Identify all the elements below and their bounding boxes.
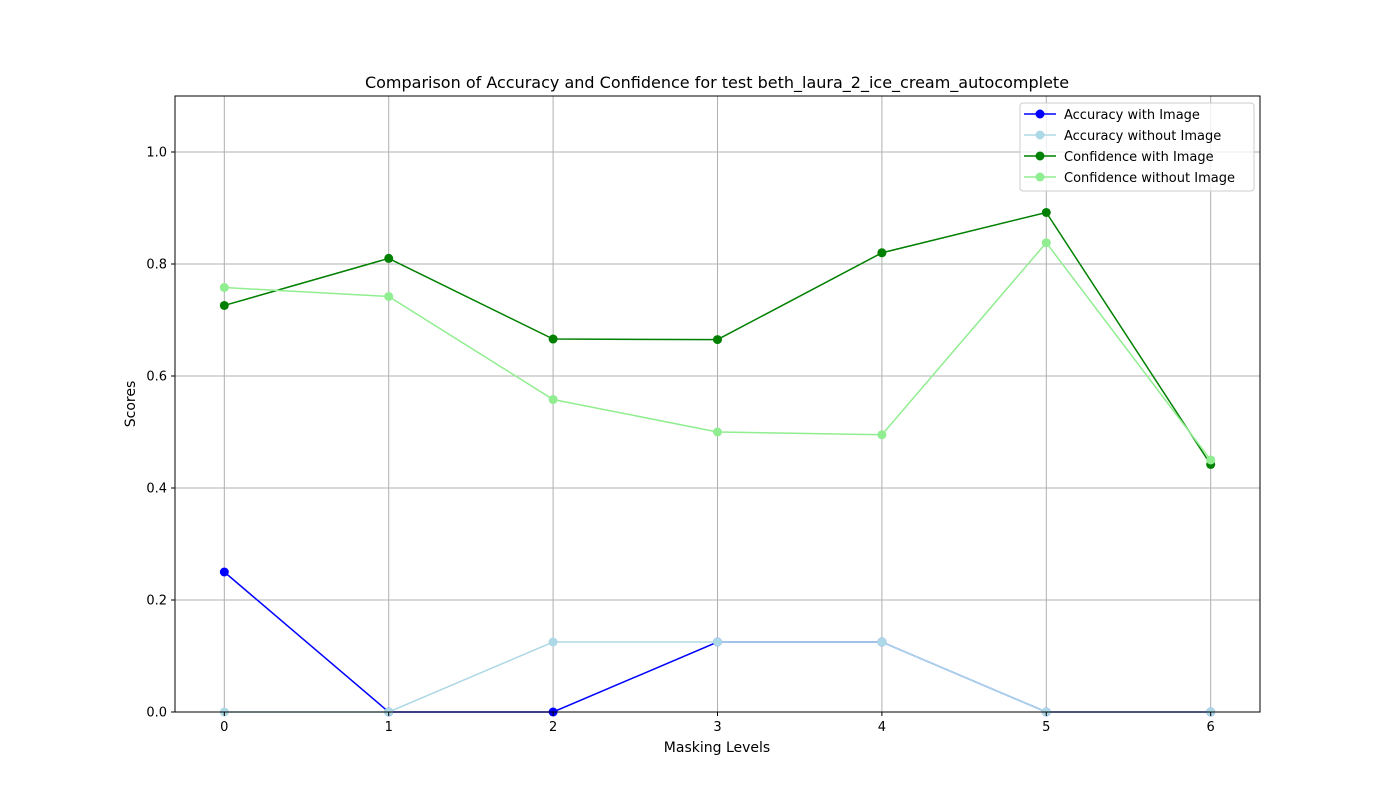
- legend-entry: Confidence without Image: [1024, 171, 1235, 186]
- legend: Accuracy with Image Accuracy without Imag…: [1019, 102, 1255, 192]
- data-point: [1206, 455, 1216, 465]
- y-tick-label: 0.4: [146, 482, 167, 497]
- y-tick-label: 0.8: [146, 258, 167, 273]
- data-point: [1041, 207, 1051, 217]
- x-tick-label: 5: [1042, 720, 1050, 735]
- data-point: [219, 300, 229, 310]
- data-point: [384, 253, 394, 263]
- legend-marker-swatch: [1035, 172, 1045, 182]
- legend-entry: Accuracy without Image: [1024, 129, 1221, 144]
- x-tick-label: 0: [220, 720, 228, 735]
- legend-label: Confidence without Image: [1064, 171, 1235, 186]
- legend-marker-swatch: [1035, 109, 1045, 119]
- x-tick-label: 1: [385, 720, 393, 735]
- series-confidence-without-image: [219, 238, 1216, 465]
- legend-marker-swatch: [1035, 151, 1045, 161]
- data-point: [713, 427, 722, 437]
- x-tick-label: 2: [549, 720, 557, 735]
- y-tick-label: 0.2: [146, 594, 167, 609]
- data-point: [1041, 238, 1051, 248]
- legend-label: Accuracy without Image: [1064, 129, 1221, 144]
- data-point: [877, 430, 887, 440]
- data-point: [713, 335, 722, 345]
- y-tick-label: 0.6: [146, 370, 167, 385]
- legend-marker-swatch: [1035, 130, 1045, 140]
- series-confidence-with-image: [219, 207, 1216, 469]
- legend-box: [1019, 102, 1255, 192]
- legend-label: Confidence with Image: [1064, 150, 1214, 165]
- y-tick-label: 0.0: [146, 706, 167, 721]
- axis-ticks: 0 1 2 3 4 5 6 0.0 0.2 0.4 0.6 0.8 1.0: [146, 146, 1215, 736]
- data-point: [548, 637, 558, 647]
- y-tick-label: 1.0: [146, 146, 167, 161]
- data-point: [877, 637, 887, 647]
- chart-title: Comparison of Accuracy and Confidence fo…: [365, 73, 1069, 93]
- legend-label: Accuracy with Image: [1064, 108, 1200, 123]
- data-point: [877, 248, 887, 258]
- x-tick-label: 4: [878, 720, 886, 735]
- data-point: [548, 395, 558, 405]
- x-tick-label: 3: [713, 720, 721, 735]
- x-tick-label: 6: [1207, 720, 1215, 735]
- x-axis-label: Masking Levels: [664, 740, 770, 756]
- data-point: [384, 291, 394, 301]
- legend-entry: Confidence with Image: [1024, 150, 1214, 165]
- data-point: [219, 567, 229, 577]
- legend-entry: Accuracy with Image: [1024, 108, 1200, 123]
- data-point: [219, 283, 229, 293]
- data-point: [548, 334, 558, 344]
- y-axis-label: Scores: [123, 381, 139, 428]
- data-point: [713, 637, 722, 647]
